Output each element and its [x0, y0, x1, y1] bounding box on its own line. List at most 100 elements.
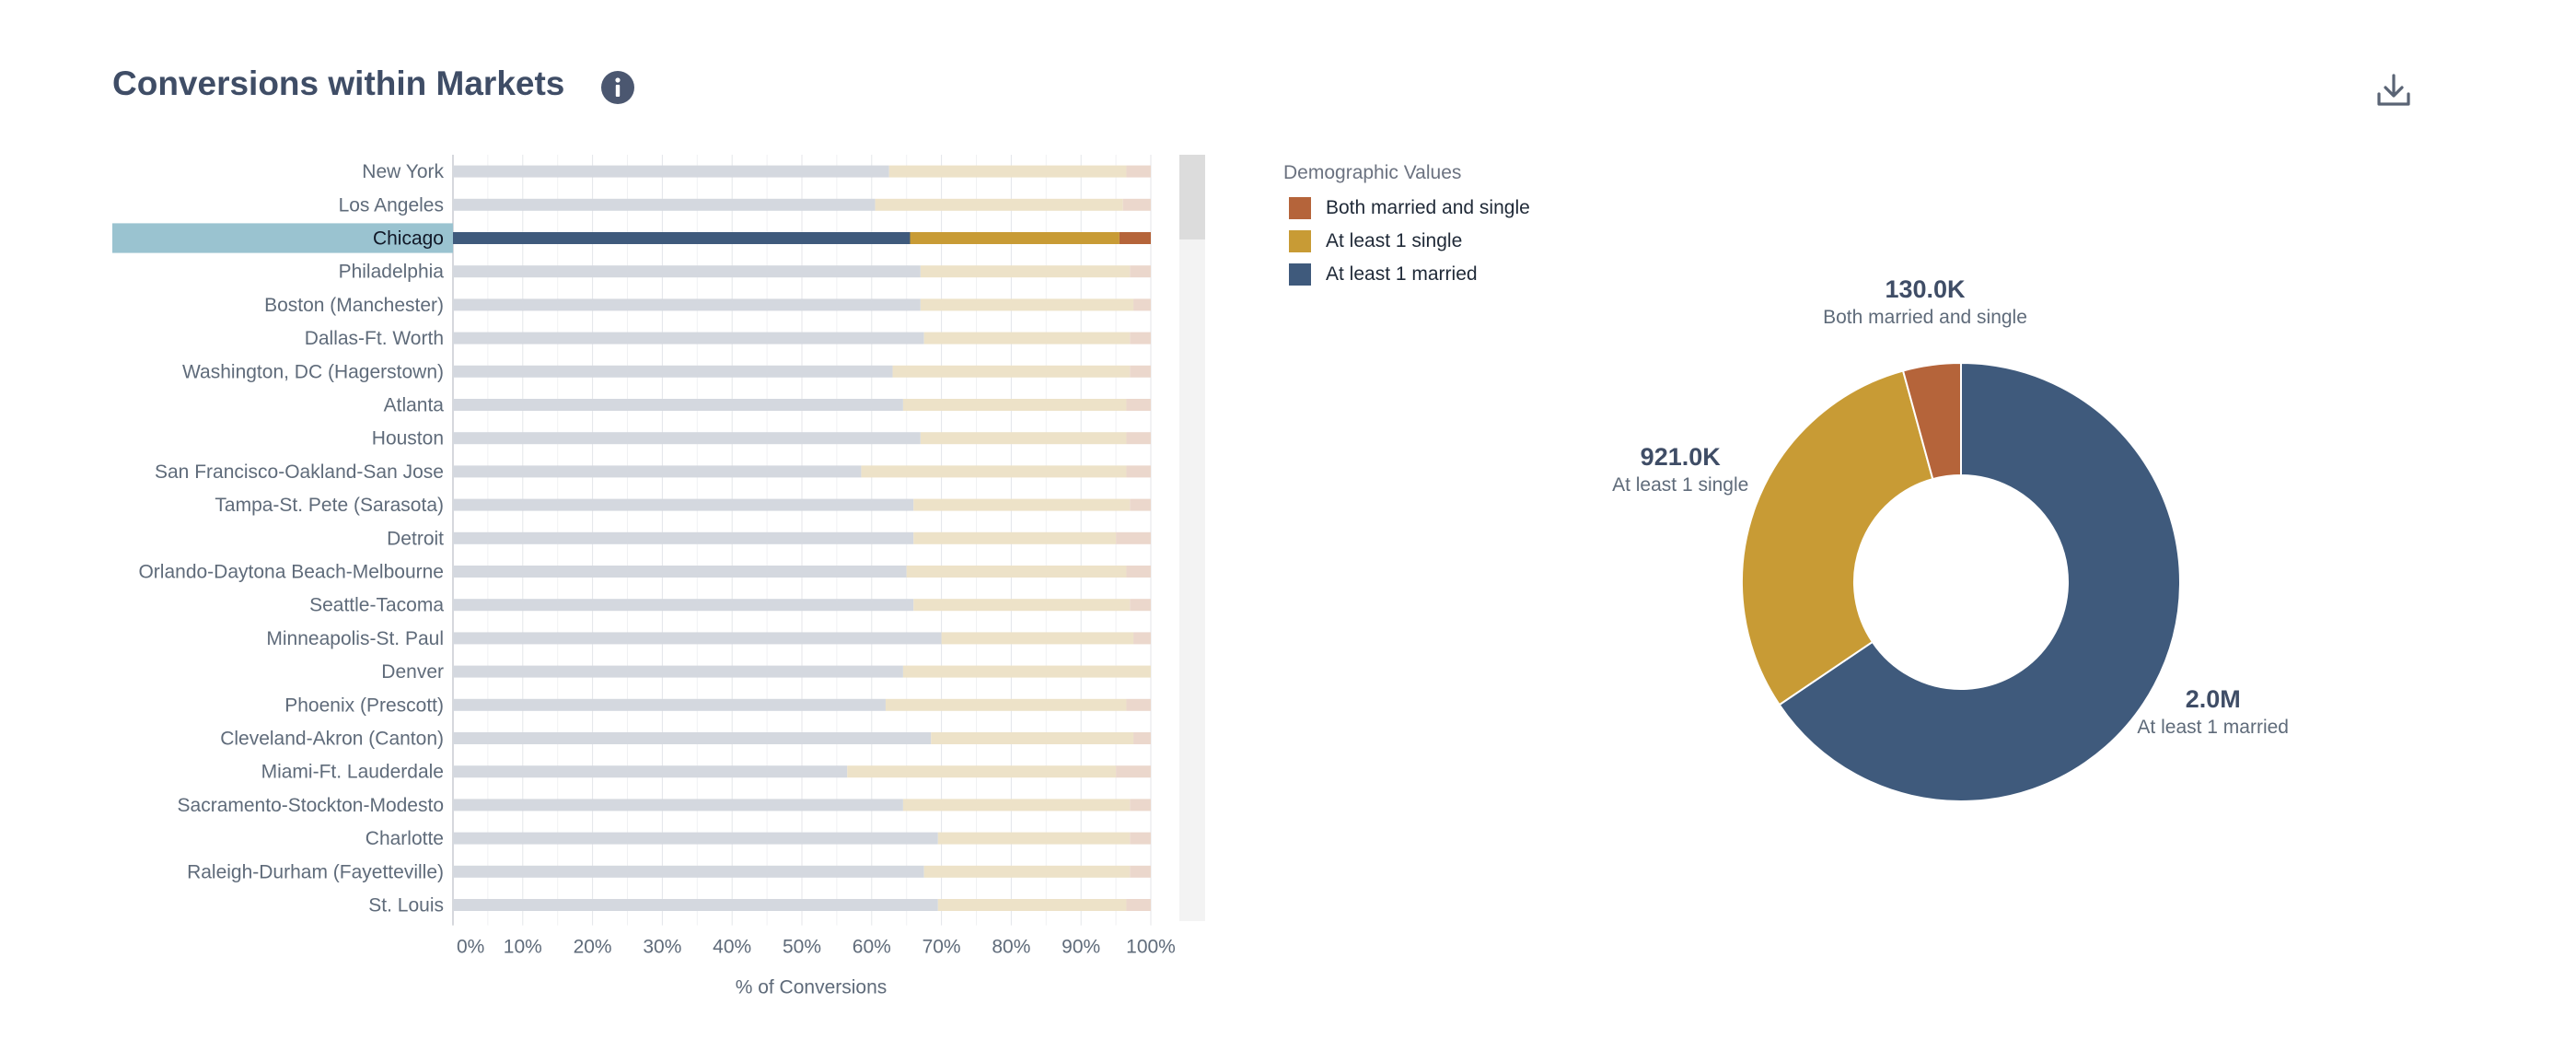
bar-segment[interactable] [1130, 499, 1151, 511]
bar-segment[interactable] [453, 899, 938, 911]
bar-segment[interactable] [1116, 532, 1151, 544]
bar-segment[interactable] [453, 399, 903, 411]
bar-segment[interactable] [1126, 899, 1151, 911]
bar-segment[interactable] [1130, 366, 1151, 378]
chart-scrollbar[interactable] [1179, 155, 1205, 921]
bar-segment[interactable] [913, 499, 1130, 511]
x-tick-label: 100% [1126, 937, 1176, 958]
bar-segment[interactable] [910, 232, 1119, 244]
category-label[interactable]: San Francisco-Oakland-San Jose [155, 461, 444, 483]
bar-segment[interactable] [1126, 432, 1151, 444]
bar-segment[interactable] [1130, 866, 1151, 878]
bar-segment[interactable] [931, 732, 1133, 744]
bar-segment[interactable] [1116, 765, 1151, 777]
bar-segment[interactable] [453, 333, 924, 344]
bar-segment[interactable] [921, 432, 1127, 444]
bar-segment[interactable] [913, 599, 1130, 611]
bar-segment[interactable] [453, 432, 921, 444]
category-label[interactable]: Detroit [387, 528, 444, 549]
download-icon[interactable] [2373, 70, 2414, 111]
bar-segment[interactable] [453, 666, 903, 678]
bar-segment[interactable] [1126, 699, 1151, 711]
category-label[interactable]: Denver [381, 661, 444, 683]
category-label[interactable]: Minneapolis-St. Paul [266, 628, 444, 649]
category-label[interactable]: Raleigh-Durham (Fayetteville) [187, 861, 444, 882]
category-label[interactable]: Washington, DC (Hagerstown) [182, 361, 444, 382]
bar-segment[interactable] [453, 532, 913, 544]
category-label[interactable]: Cleveland-Akron (Canton) [220, 729, 444, 750]
bar-segment[interactable] [893, 366, 1131, 378]
bar-segment[interactable] [1133, 298, 1151, 310]
bar-segment[interactable] [453, 632, 942, 644]
category-label[interactable]: Seattle-Tacoma [309, 595, 444, 616]
category-label[interactable]: Sacramento-Stockton-Modesto [178, 795, 444, 816]
legend-item-both[interactable]: Both married and single [1283, 192, 1530, 225]
bar-segment[interactable] [453, 799, 903, 811]
category-label[interactable]: Orlando-Daytona Beach-Melbourne [138, 562, 444, 583]
category-label[interactable]: New York [362, 161, 444, 182]
bar-segment[interactable] [938, 833, 1130, 845]
bar-segment[interactable] [453, 599, 913, 611]
bar-segment[interactable] [453, 265, 921, 277]
bar-segment[interactable] [876, 199, 1123, 211]
category-label[interactable]: Tampa-St. Pete (Sarasota) [215, 495, 444, 516]
bar-segment[interactable] [924, 866, 1131, 878]
x-tick-label: 0% [457, 937, 484, 958]
category-label[interactable]: Miami-Ft. Lauderdale [261, 762, 444, 783]
category-label[interactable]: Charlotte [366, 828, 444, 849]
bar-segment[interactable] [453, 499, 913, 511]
bar-segment[interactable] [861, 465, 1126, 477]
bar-segment[interactable] [1130, 333, 1151, 344]
bar-segment[interactable] [942, 632, 1133, 644]
bar-segment[interactable] [921, 265, 1130, 277]
bar-segment[interactable] [1130, 833, 1151, 845]
bar-segment[interactable] [1130, 265, 1151, 277]
category-label[interactable]: Chicago [373, 228, 444, 250]
bar-segment[interactable] [453, 866, 924, 878]
bar-segment[interactable] [921, 298, 1133, 310]
category-label[interactable]: Phoenix (Prescott) [284, 695, 444, 716]
bar-segment[interactable] [889, 166, 1127, 178]
category-label[interactable]: Boston (Manchester) [264, 295, 444, 316]
bar-segment[interactable] [847, 765, 1116, 777]
bar-segment[interactable] [453, 298, 921, 310]
bar-segment[interactable] [903, 399, 1127, 411]
bar-segment[interactable] [453, 166, 889, 178]
bar-segment[interactable] [913, 532, 1116, 544]
bar-segment[interactable] [903, 666, 1151, 678]
bar-segment[interactable] [1126, 166, 1151, 178]
bar-segment[interactable] [453, 566, 907, 578]
bar-segment[interactable] [453, 765, 847, 777]
category-label[interactable]: Philadelphia [339, 262, 445, 283]
bar-segment[interactable] [1120, 232, 1151, 244]
bar-segment[interactable] [1126, 465, 1151, 477]
bar-segment[interactable] [453, 465, 861, 477]
bar-segment[interactable] [903, 799, 1130, 811]
bar-segment[interactable] [1130, 799, 1151, 811]
donut-slice[interactable] [1742, 370, 1932, 705]
bar-segment[interactable] [453, 732, 931, 744]
bar-segment[interactable] [453, 232, 910, 244]
legend-item-single[interactable]: At least 1 single [1283, 225, 1530, 258]
category-label[interactable]: Dallas-Ft. Worth [305, 328, 444, 349]
bar-segment[interactable] [938, 899, 1127, 911]
bar-segment[interactable] [1126, 566, 1151, 578]
category-label[interactable]: Atlanta [384, 395, 445, 416]
bar-segment[interactable] [1123, 199, 1151, 211]
bar-segment[interactable] [1126, 399, 1151, 411]
bar-segment[interactable] [924, 333, 1131, 344]
bar-segment[interactable] [1133, 632, 1151, 644]
legend-item-married[interactable]: At least 1 married [1283, 258, 1530, 291]
bar-segment[interactable] [1130, 599, 1151, 611]
bar-segment[interactable] [1133, 732, 1151, 744]
bar-segment[interactable] [453, 699, 886, 711]
bar-segment[interactable] [886, 699, 1127, 711]
bar-segment[interactable] [453, 833, 938, 845]
bar-segment[interactable] [453, 199, 876, 211]
bar-segment[interactable] [907, 566, 1127, 578]
category-label[interactable]: St. Louis [368, 895, 444, 916]
scrollbar-thumb[interactable] [1179, 155, 1205, 239]
category-label[interactable]: Los Angeles [339, 194, 444, 216]
category-label[interactable]: Houston [372, 428, 444, 449]
bar-segment[interactable] [453, 366, 893, 378]
